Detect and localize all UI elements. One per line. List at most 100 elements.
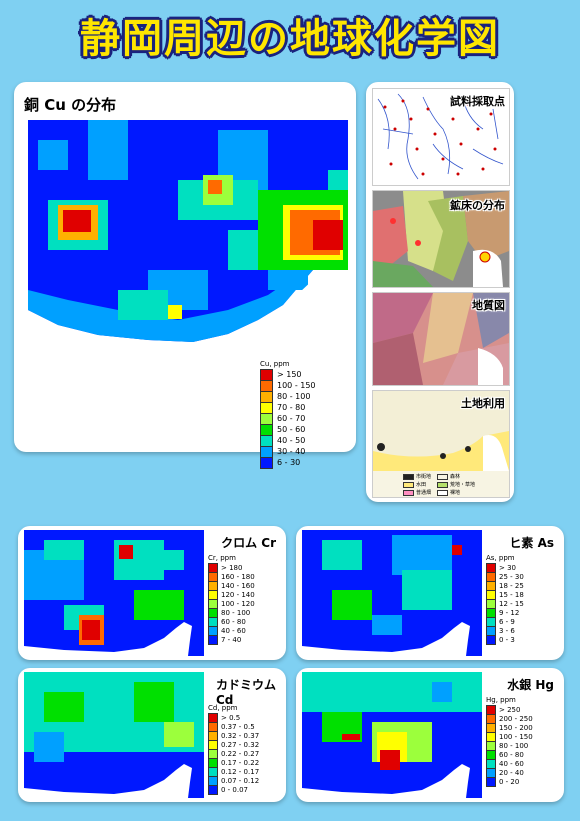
legend-label: 7 - 40	[221, 635, 242, 644]
reference-maps-panel: 試料採取点 鉱床の分布 地質図	[366, 82, 514, 502]
legend-label: 60 - 80	[221, 617, 246, 626]
element-map-panel: 水銀 Hg Hg, ppm > 250 200 - 250 150 - 200 100 -…	[296, 668, 564, 802]
ore-deposit-map[interactable]: 鉱床の分布	[372, 190, 510, 288]
sample-point	[409, 117, 413, 121]
element-legend-title: Cr, ppm	[208, 554, 236, 562]
legend-row: 60 - 70	[260, 412, 316, 425]
legend-label: 80 - 100	[499, 741, 529, 750]
element-map-title: ヒ素 As	[509, 534, 554, 551]
legend-label: 140 - 160	[221, 581, 255, 590]
sample-points-title: 試料採取点	[450, 95, 505, 108]
legend-label: 100 - 120	[221, 599, 255, 608]
legend-label: 0.27 - 0.32	[221, 740, 260, 749]
sample-point	[393, 127, 397, 131]
element-map-panel: クロム Cr Cr, ppm > 180 160 - 180 140 - 160 120 …	[18, 526, 286, 660]
legend-label: 0.12 - 0.17	[221, 767, 260, 776]
element-legend: Hg, ppm > 250 200 - 250 150 - 200 100 - 150 8…	[486, 696, 533, 787]
legend-label: > 250	[499, 705, 521, 714]
land-use-legend-item: 水田	[403, 481, 431, 488]
element-map-title-line1: カドミウム	[215, 678, 276, 692]
land-use-swatch	[403, 489, 414, 496]
land-use-label: 市街地	[416, 474, 432, 480]
legend-label: 18 - 25	[499, 581, 524, 590]
element-distribution-map	[24, 530, 204, 656]
legend-label: > 180	[221, 563, 243, 572]
sample-point	[426, 107, 430, 111]
legend-label: 50 - 60	[277, 425, 306, 434]
legend-label: 9 - 12	[499, 608, 520, 617]
element-legend: As, ppm > 30 25 - 30 18 - 25 15 - 18 12 - 15 9…	[486, 554, 524, 645]
legend-label: 100 - 150	[499, 732, 533, 741]
sample-point	[476, 127, 480, 131]
copper-legend: Cu, ppm > 150 100 - 150 80 - 100 70 - 80 60 …	[260, 360, 316, 469]
legend-swatch	[208, 634, 218, 645]
land-use-legend-item: 荒地・草地	[437, 481, 475, 488]
element-legend-title: As, ppm	[486, 554, 515, 562]
legend-swatch	[208, 784, 218, 795]
sample-point	[466, 102, 470, 106]
land-use-label: 裸地	[450, 490, 461, 496]
sample-points-graphic	[377, 93, 504, 180]
land-use-swatch	[437, 481, 449, 488]
legend-label: 160 - 180	[221, 572, 255, 581]
sample-point	[456, 172, 460, 176]
copper-map-panel: 銅 Cu の分布 Cu, ppm > 150 100 - 150 80 - 100 7…	[14, 82, 356, 469]
land-use-label: 水田	[416, 482, 427, 488]
legend-label: 100 - 150	[277, 381, 316, 390]
legend-label: 80 - 100	[221, 608, 251, 617]
sample-point	[389, 162, 393, 166]
geology-title: 地質図	[472, 299, 505, 312]
legend-label: 150 - 200	[499, 723, 533, 732]
legend-label: 70 - 80	[277, 403, 306, 412]
legend-label: 15 - 18	[499, 590, 524, 599]
legend-row: 70 - 80	[260, 401, 316, 414]
legend-swatch	[260, 456, 273, 469]
legend-label: 6 - 30	[277, 458, 301, 467]
land-use-swatch	[403, 481, 414, 488]
legend-label: 0 - 20	[499, 777, 520, 786]
land-use-label: 森林	[450, 474, 461, 480]
element-distribution-map	[302, 530, 482, 656]
sample-point	[441, 157, 445, 161]
legend-row: 7 - 40	[208, 634, 255, 645]
land-use-swatch	[403, 498, 414, 499]
geology-graphic	[373, 293, 509, 385]
legend-row: 100 - 150	[260, 379, 316, 392]
sample-point	[421, 172, 425, 176]
legend-row: > 150	[260, 368, 316, 381]
legend-row: 0 - 3	[486, 634, 524, 645]
legend-label: 0.22 - 0.27	[221, 749, 260, 758]
legend-row: 6 - 30	[260, 456, 316, 469]
element-distribution-map	[24, 672, 204, 798]
sample-point	[433, 132, 437, 136]
sample-point	[493, 147, 497, 151]
land-use-swatch	[437, 473, 449, 480]
legend-row: 80 - 100	[260, 390, 316, 403]
land-use-swatch	[437, 489, 449, 496]
legend-label: 6 - 9	[499, 617, 515, 626]
legend-label: 0 - 3	[499, 635, 515, 644]
legend-label: > 30	[499, 563, 516, 572]
element-legend-title: Cd, ppm	[208, 704, 238, 712]
copper-legend-title: Cu, ppm	[260, 360, 290, 368]
legend-row: 40 - 50	[260, 434, 316, 447]
legend-swatch	[486, 634, 496, 645]
legend-label: 20 - 40	[499, 768, 524, 777]
sample-points-map[interactable]: 試料採取点	[372, 88, 510, 186]
element-map-title: 水銀 Hg	[507, 676, 554, 693]
land-use-legend-item	[437, 497, 475, 498]
element-map-panel: ヒ素 As As, ppm > 30 25 - 30 18 - 25 15 - 18 12 …	[296, 526, 564, 660]
legend-label: > 150	[277, 370, 302, 379]
geology-map[interactable]: 地質図	[372, 292, 510, 386]
element-map-panel: カドミウム Cd Cd, ppm > 0.5 0.37 - 0.5 0.32 - 0.37…	[18, 668, 286, 802]
legend-label: 0.37 - 0.5	[221, 722, 255, 731]
sample-point	[415, 147, 419, 151]
sample-point	[451, 117, 455, 121]
element-legend: Cr, ppm > 180 160 - 180 140 - 160 120 - 140 1…	[208, 554, 255, 645]
land-use-graphic	[373, 391, 509, 471]
ore-deposit-title: 鉱床の分布	[450, 199, 505, 212]
sample-point	[459, 142, 463, 146]
copper-distribution-map	[28, 120, 348, 366]
